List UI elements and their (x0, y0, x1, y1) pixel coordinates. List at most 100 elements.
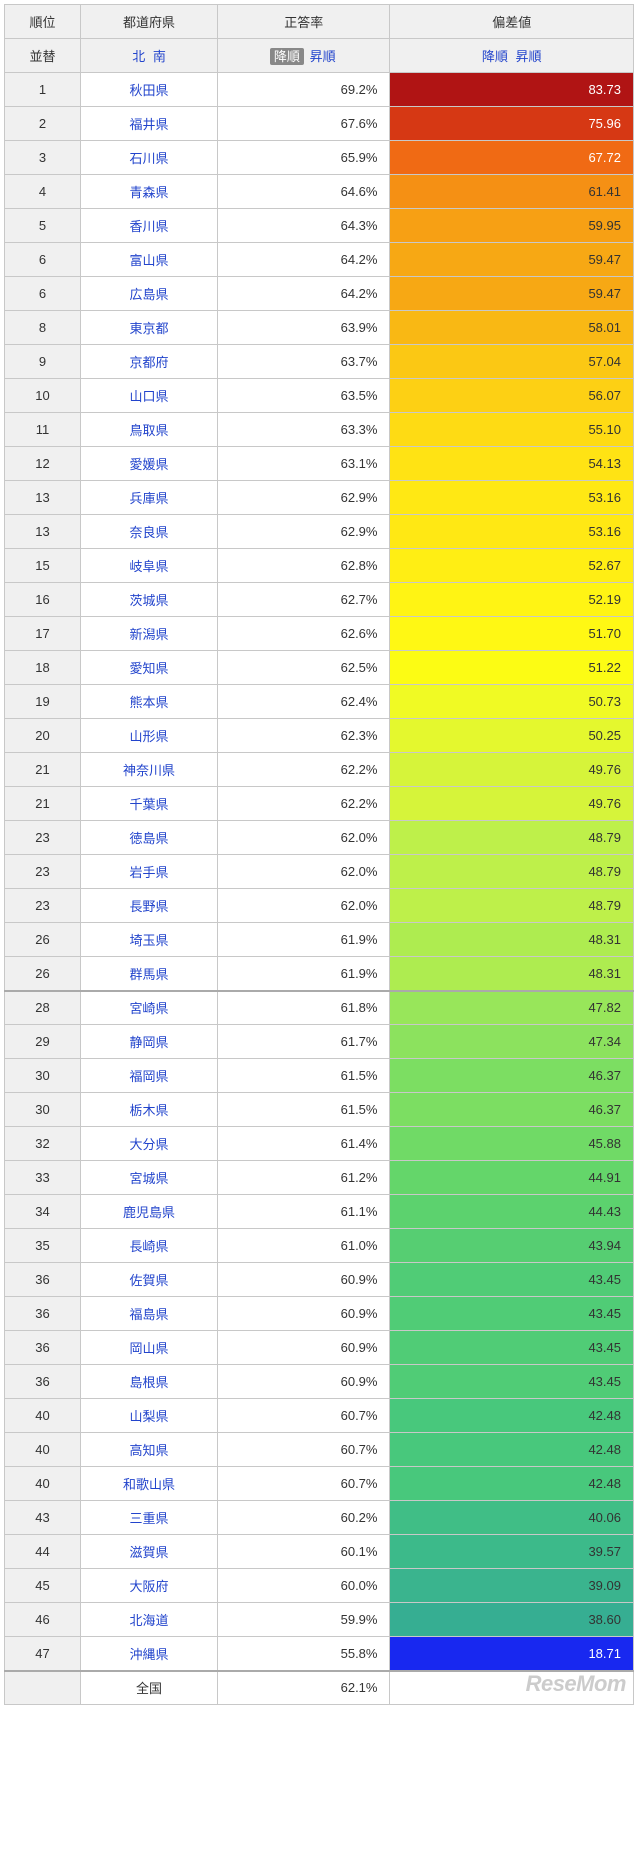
cell-rate: 62.9% (218, 515, 390, 549)
cell-prefecture[interactable]: 佐賀県 (81, 1263, 218, 1297)
cell-rate: 55.8% (218, 1637, 390, 1671)
cell-prefecture[interactable]: 大阪府 (81, 1569, 218, 1603)
cell-prefecture[interactable]: 高知県 (81, 1433, 218, 1467)
cell-prefecture[interactable]: 鳥取県 (81, 413, 218, 447)
sort-pref-north[interactable]: 北 (130, 49, 147, 64)
cell-prefecture[interactable]: 栃木県 (81, 1093, 218, 1127)
cell-prefecture[interactable]: 滋賀県 (81, 1535, 218, 1569)
cell-prefecture[interactable]: 宮崎県 (81, 991, 218, 1025)
cell-rank: 21 (5, 787, 81, 821)
cell-deviation: 53.16 (390, 481, 634, 515)
cell-rate: 62.2% (218, 787, 390, 821)
cell-prefecture[interactable]: 和歌山県 (81, 1467, 218, 1501)
total-rank-empty (5, 1671, 81, 1705)
cell-prefecture[interactable]: 青森県 (81, 175, 218, 209)
cell-rank: 30 (5, 1059, 81, 1093)
cell-rank: 45 (5, 1569, 81, 1603)
cell-rate: 60.9% (218, 1297, 390, 1331)
cell-deviation: 75.96 (390, 107, 634, 141)
cell-prefecture[interactable]: 富山県 (81, 243, 218, 277)
cell-deviation: 48.79 (390, 889, 634, 923)
cell-prefecture[interactable]: 茨城県 (81, 583, 218, 617)
cell-prefecture[interactable]: 秋田県 (81, 73, 218, 107)
cell-rate: 61.5% (218, 1059, 390, 1093)
cell-prefecture[interactable]: 岐阜県 (81, 549, 218, 583)
header-rate: 正答率 (218, 5, 390, 39)
cell-prefecture[interactable]: 神奈川県 (81, 753, 218, 787)
cell-prefecture[interactable]: 沖縄県 (81, 1637, 218, 1671)
cell-deviation: 52.67 (390, 549, 634, 583)
cell-prefecture[interactable]: 福島県 (81, 1297, 218, 1331)
table-row: 45大阪府60.0%39.09 (5, 1569, 634, 1603)
cell-rank: 2 (5, 107, 81, 141)
cell-prefecture[interactable]: 京都府 (81, 345, 218, 379)
table-row: 28宮崎県61.8%47.82 (5, 991, 634, 1025)
cell-prefecture[interactable]: 長崎県 (81, 1229, 218, 1263)
table-row: 21神奈川県62.2%49.76 (5, 753, 634, 787)
cell-prefecture[interactable]: 静岡県 (81, 1025, 218, 1059)
cell-prefecture[interactable]: 山口県 (81, 379, 218, 413)
cell-prefecture[interactable]: 宮城県 (81, 1161, 218, 1195)
sort-rate-desc[interactable]: 降順 (270, 48, 304, 65)
cell-rate: 61.8% (218, 991, 390, 1025)
sort-dev-desc[interactable]: 降順 (480, 49, 510, 64)
sort-label: 並替 (5, 39, 81, 73)
sort-pref-south[interactable]: 南 (151, 49, 168, 64)
cell-rate: 63.3% (218, 413, 390, 447)
cell-rate: 62.9% (218, 481, 390, 515)
table-row: 18愛知県62.5%51.22 (5, 651, 634, 685)
table-row: 32大分県61.4%45.88 (5, 1127, 634, 1161)
cell-prefecture[interactable]: 愛知県 (81, 651, 218, 685)
header-dev: 偏差値 (390, 5, 634, 39)
table-row: 23長野県62.0%48.79 (5, 889, 634, 923)
cell-prefecture[interactable]: 北海道 (81, 1603, 218, 1637)
cell-deviation: 48.79 (390, 821, 634, 855)
cell-prefecture[interactable]: 千葉県 (81, 787, 218, 821)
cell-deviation: 42.48 (390, 1399, 634, 1433)
cell-prefecture[interactable]: 熊本県 (81, 685, 218, 719)
cell-rank: 46 (5, 1603, 81, 1637)
cell-prefecture[interactable]: 福井県 (81, 107, 218, 141)
cell-prefecture[interactable]: 福岡県 (81, 1059, 218, 1093)
cell-prefecture[interactable]: 石川県 (81, 141, 218, 175)
table-row: 23岩手県62.0%48.79 (5, 855, 634, 889)
cell-prefecture[interactable]: 広島県 (81, 277, 218, 311)
cell-prefecture[interactable]: 東京都 (81, 311, 218, 345)
cell-prefecture[interactable]: 長野県 (81, 889, 218, 923)
cell-prefecture[interactable]: 山形県 (81, 719, 218, 753)
total-rate: 62.1% (218, 1671, 390, 1705)
cell-prefecture[interactable]: 三重県 (81, 1501, 218, 1535)
cell-rank: 30 (5, 1093, 81, 1127)
cell-prefecture[interactable]: 愛媛県 (81, 447, 218, 481)
cell-prefecture[interactable]: 群馬県 (81, 957, 218, 991)
cell-rate: 62.0% (218, 821, 390, 855)
total-label: 全国 (81, 1671, 218, 1705)
cell-rate: 62.6% (218, 617, 390, 651)
cell-prefecture[interactable]: 徳島県 (81, 821, 218, 855)
cell-prefecture[interactable]: 岩手県 (81, 855, 218, 889)
cell-prefecture[interactable]: 山梨県 (81, 1399, 218, 1433)
cell-prefecture[interactable]: 大分県 (81, 1127, 218, 1161)
table-row: 12愛媛県63.1%54.13 (5, 447, 634, 481)
cell-deviation: 43.45 (390, 1263, 634, 1297)
cell-prefecture[interactable]: 島根県 (81, 1365, 218, 1399)
cell-prefecture[interactable]: 埼玉県 (81, 923, 218, 957)
cell-rate: 63.5% (218, 379, 390, 413)
cell-prefecture[interactable]: 岡山県 (81, 1331, 218, 1365)
sort-rate-asc[interactable]: 昇順 (308, 49, 338, 64)
cell-deviation: 53.16 (390, 515, 634, 549)
cell-rank: 12 (5, 447, 81, 481)
table-row: 21千葉県62.2%49.76 (5, 787, 634, 821)
cell-rate: 61.9% (218, 923, 390, 957)
table-row: 30福岡県61.5%46.37 (5, 1059, 634, 1093)
cell-prefecture[interactable]: 奈良県 (81, 515, 218, 549)
sort-dev-asc[interactable]: 昇順 (514, 49, 544, 64)
cell-prefecture[interactable]: 兵庫県 (81, 481, 218, 515)
cell-deviation: 57.04 (390, 345, 634, 379)
cell-prefecture[interactable]: 鹿児島県 (81, 1195, 218, 1229)
cell-prefecture[interactable]: 新潟県 (81, 617, 218, 651)
cell-prefecture[interactable]: 香川県 (81, 209, 218, 243)
cell-rate: 60.9% (218, 1365, 390, 1399)
cell-rate: 61.2% (218, 1161, 390, 1195)
cell-deviation: 44.43 (390, 1195, 634, 1229)
